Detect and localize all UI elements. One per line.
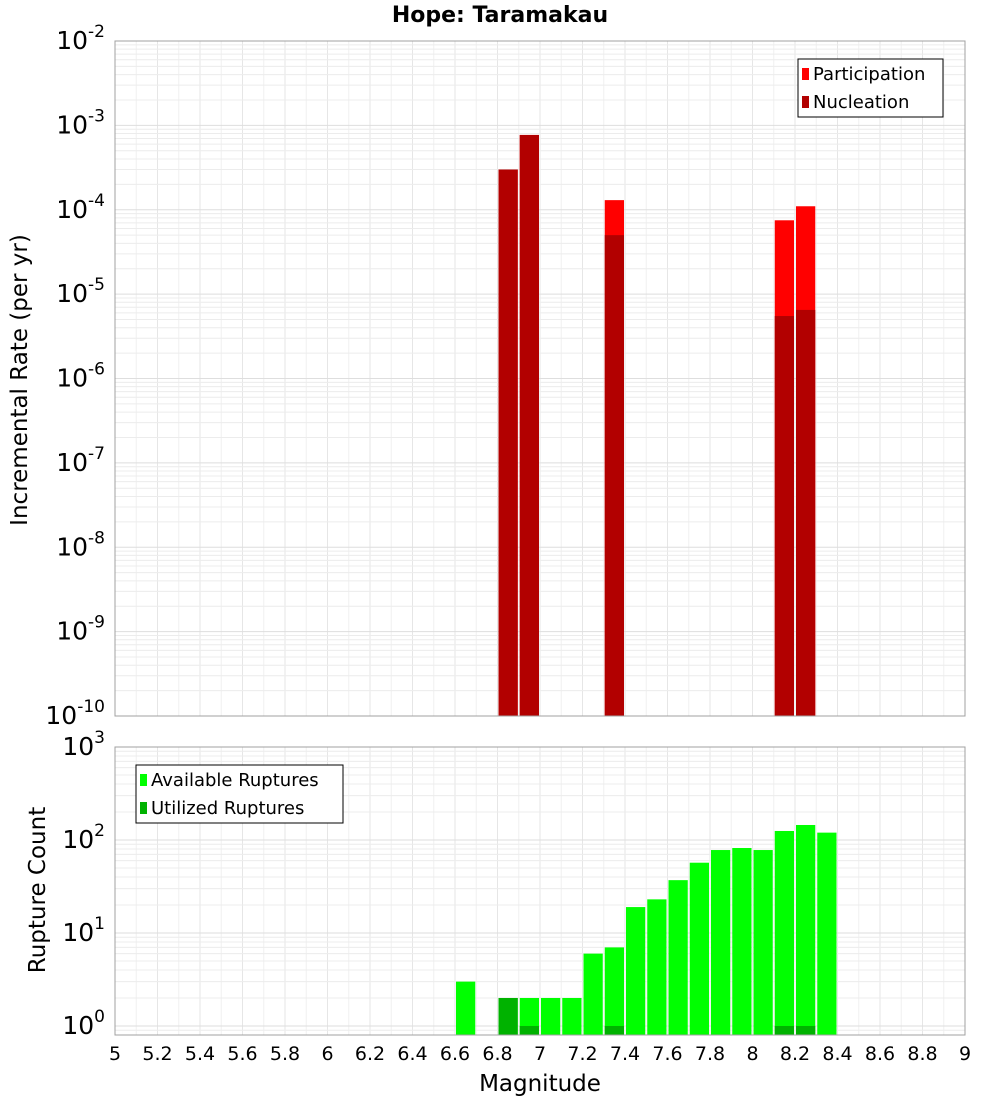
legend-label: Nucleation xyxy=(813,92,909,113)
bar xyxy=(604,947,624,1035)
legend-swatch xyxy=(802,68,809,80)
y-tick-label: 100 xyxy=(62,1007,105,1040)
bar xyxy=(456,981,476,1035)
bar xyxy=(647,899,667,1035)
x-tick-label: 6.2 xyxy=(355,1043,385,1065)
legend-label: Available Ruptures xyxy=(151,770,319,791)
x-axis-ticks: 5 5.2 5.4 5.6 5.8 6 6.2 6.4 6.6 6.8 7 7.2 7.4 7.6 7.8 8… xyxy=(109,1043,971,1065)
rate-legend: Participation Nucleation xyxy=(797,58,944,118)
y-tick-label: 10-9 xyxy=(56,613,105,646)
legend-box xyxy=(135,764,344,824)
bar xyxy=(604,1025,624,1035)
legend-swatch xyxy=(140,802,147,814)
x-tick-label: 8.4 xyxy=(822,1043,852,1065)
bar xyxy=(626,907,646,1035)
rate-series-secondary xyxy=(498,134,816,717)
y-tick-label: 103 xyxy=(62,728,105,761)
count-series-primary xyxy=(456,824,837,1035)
top-y-axis-label: Incremental Rate (per yr) xyxy=(7,234,33,526)
bar xyxy=(774,1025,794,1035)
y-tick-label: 101 xyxy=(62,914,105,947)
rate-horizontal-grid xyxy=(115,44,965,717)
y-tick-label: 10-3 xyxy=(56,106,105,139)
x-tick-label: 6 xyxy=(321,1043,333,1065)
bottom-y-axis-label: Rupture Count xyxy=(25,807,51,973)
y-tick-label: 10-7 xyxy=(56,444,105,477)
bar xyxy=(498,997,518,1035)
bar xyxy=(774,316,794,716)
y-tick-label: 10-4 xyxy=(56,191,105,224)
x-tick-label: 5 xyxy=(109,1043,121,1065)
count-y-ticks: 103 102 101 100 xyxy=(62,728,105,1040)
bar xyxy=(753,850,773,1035)
x-tick-label: 8 xyxy=(746,1043,758,1065)
y-tick-label: 10-5 xyxy=(56,275,105,308)
bar xyxy=(668,880,688,1035)
rate-y-ticks: 10-2 10-3 10-4 10-5 10-6 10-7 10-8 10-9 10-10 xyxy=(45,22,105,730)
bar xyxy=(604,235,624,716)
bar xyxy=(711,850,731,1035)
rate-panel: 10-2 10-3 10-4 10-5 10-6 10-7 10-8 10-9 10-10 Par… xyxy=(45,22,966,730)
bar xyxy=(519,134,539,717)
legend-swatch xyxy=(140,774,147,786)
legend-label: Participation xyxy=(813,64,925,85)
y-tick-label: 102 xyxy=(62,821,105,854)
count-series-secondary xyxy=(498,997,816,1035)
x-tick-label: 7 xyxy=(534,1043,546,1065)
bar xyxy=(519,1025,539,1035)
x-tick-label: 7.6 xyxy=(652,1043,682,1065)
bar xyxy=(689,862,709,1035)
legend-label: Utilized Ruptures xyxy=(151,798,304,819)
rupture-count-panel: 103 102 101 100 Available Ruptures Utilized R… xyxy=(62,728,966,1040)
bar xyxy=(498,169,518,716)
y-tick-label: 10-8 xyxy=(56,528,105,561)
x-tick-label: 8.6 xyxy=(865,1043,895,1065)
bar xyxy=(732,848,752,1035)
x-tick-label: 5.6 xyxy=(227,1043,257,1065)
chart-title: Hope: Taramakau xyxy=(392,3,608,28)
y-tick-label: 10-2 xyxy=(56,22,105,55)
x-tick-label: 5.2 xyxy=(142,1043,172,1065)
bar xyxy=(796,1025,816,1035)
count-plot-border xyxy=(114,746,966,1036)
rate-plot-border xyxy=(114,40,966,717)
x-tick-label: 9 xyxy=(959,1043,971,1065)
bar xyxy=(796,824,816,1035)
x-tick-label: 6.4 xyxy=(397,1043,427,1065)
x-tick-label: 7.8 xyxy=(695,1043,725,1065)
y-tick-label: 10-6 xyxy=(56,360,105,393)
bar xyxy=(519,997,539,1035)
bar xyxy=(817,832,837,1035)
x-tick-label: 5.4 xyxy=(185,1043,215,1065)
bar xyxy=(583,953,603,1035)
bar xyxy=(774,830,794,1035)
x-tick-label: 7.2 xyxy=(567,1043,597,1065)
legend-box xyxy=(797,58,944,118)
x-axis-label: Magnitude xyxy=(479,1071,601,1097)
x-tick-label: 8.2 xyxy=(780,1043,810,1065)
x-tick-label: 8.8 xyxy=(907,1043,937,1065)
x-tick-label: 6.8 xyxy=(482,1043,512,1065)
legend-swatch xyxy=(802,96,809,108)
y-tick-label: 10-10 xyxy=(45,697,105,730)
bar xyxy=(796,309,816,716)
x-tick-label: 6.6 xyxy=(440,1043,470,1065)
x-tick-label: 5.8 xyxy=(270,1043,300,1065)
bar xyxy=(562,997,582,1035)
x-tick-label: 7.4 xyxy=(610,1043,640,1065)
bar xyxy=(541,997,561,1035)
count-legend: Available Ruptures Utilized Ruptures xyxy=(135,764,344,824)
